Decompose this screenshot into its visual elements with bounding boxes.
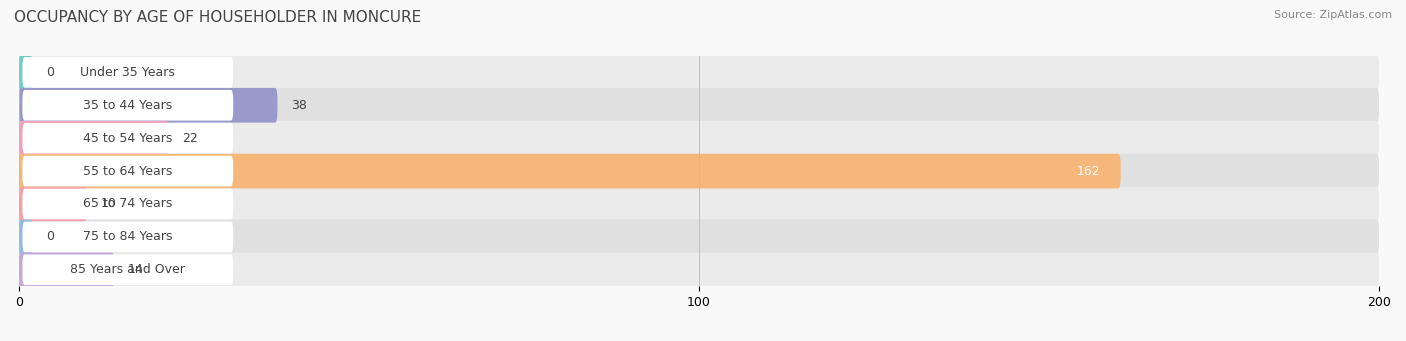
FancyBboxPatch shape (22, 254, 233, 285)
Text: 10: 10 (101, 197, 117, 210)
Text: 35 to 44 Years: 35 to 44 Years (83, 99, 173, 112)
Text: 0: 0 (46, 231, 55, 243)
Text: Under 35 Years: Under 35 Years (80, 66, 176, 79)
FancyBboxPatch shape (20, 88, 277, 123)
FancyBboxPatch shape (22, 156, 233, 187)
Text: 45 to 54 Years: 45 to 54 Years (83, 132, 173, 145)
FancyBboxPatch shape (20, 55, 32, 90)
Text: 14: 14 (128, 263, 143, 276)
FancyBboxPatch shape (22, 123, 233, 153)
Text: 22: 22 (183, 132, 198, 145)
Text: 55 to 64 Years: 55 to 64 Years (83, 165, 173, 178)
FancyBboxPatch shape (20, 252, 1379, 287)
FancyBboxPatch shape (20, 187, 87, 221)
Text: 38: 38 (291, 99, 307, 112)
FancyBboxPatch shape (20, 220, 1379, 254)
FancyBboxPatch shape (22, 57, 233, 88)
Text: 75 to 84 Years: 75 to 84 Years (83, 231, 173, 243)
FancyBboxPatch shape (20, 154, 1379, 189)
FancyBboxPatch shape (20, 55, 1379, 90)
Text: OCCUPANCY BY AGE OF HOUSEHOLDER IN MONCURE: OCCUPANCY BY AGE OF HOUSEHOLDER IN MONCU… (14, 10, 422, 25)
Text: 85 Years and Over: 85 Years and Over (70, 263, 186, 276)
Text: Source: ZipAtlas.com: Source: ZipAtlas.com (1274, 10, 1392, 20)
FancyBboxPatch shape (20, 252, 114, 287)
FancyBboxPatch shape (20, 88, 1379, 123)
FancyBboxPatch shape (22, 222, 233, 252)
FancyBboxPatch shape (20, 220, 32, 254)
FancyBboxPatch shape (22, 90, 233, 121)
FancyBboxPatch shape (20, 187, 1379, 221)
FancyBboxPatch shape (22, 189, 233, 219)
Text: 65 to 74 Years: 65 to 74 Years (83, 197, 173, 210)
Text: 0: 0 (46, 66, 55, 79)
Text: 162: 162 (1077, 165, 1101, 178)
FancyBboxPatch shape (20, 121, 169, 155)
FancyBboxPatch shape (20, 154, 1121, 189)
FancyBboxPatch shape (20, 121, 1379, 155)
